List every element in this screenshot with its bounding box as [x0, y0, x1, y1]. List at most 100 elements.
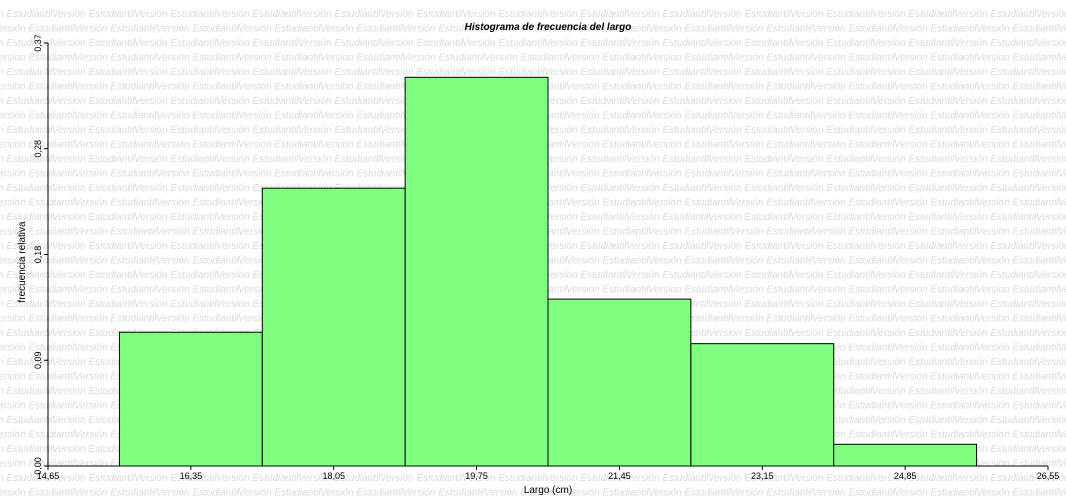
watermark-text: Versión Estudiantil [648, 285, 731, 296]
watermark-text: Versión Estudiantil [216, 96, 299, 107]
watermark-text: Versión Estudiantil [320, 488, 403, 499]
watermark-text: Versión Estudiantil [156, 227, 239, 238]
watermark-text: Versión Estudiantil [976, 459, 1059, 470]
watermark-text: Versión Estudiantil [626, 96, 709, 107]
watermark-text: Versión Estudiantil [708, 154, 791, 165]
watermark-text: Versión Estudiantil [74, 488, 157, 499]
watermark-text: Versión Estudiantil [954, 415, 1037, 426]
watermark-text: Versión Estudiantil [894, 372, 977, 383]
watermark-text: Versión Estudiantil [812, 140, 895, 151]
watermark-text: Versión Estudiantil [1058, 24, 1066, 35]
watermark-text: Versión Estudiantil [812, 488, 895, 499]
watermark-text: Versión Estudiantil [0, 154, 53, 165]
watermark-text: Versión Estudiantil [0, 357, 53, 368]
watermark-text: Versión Estudiantil [320, 82, 403, 93]
watermark-text: Versión Estudiantil [954, 212, 1037, 223]
watermark-text: Versión Estudiantil [626, 67, 709, 78]
watermark-text: Versión Estudiantil [626, 125, 709, 136]
watermark-text: Versión Estudiantil [566, 82, 649, 93]
watermark-text: Versión Estudiantil [566, 227, 649, 238]
watermark-text: Versión Estudiantil [812, 24, 895, 35]
watermark-text: Versión Estudiantil [0, 328, 53, 339]
watermark-text: Versión Estudiantil [894, 53, 977, 64]
watermark-text: Versión Estudiantil [954, 125, 1037, 136]
watermark-text: Versión Estudiantil [544, 270, 627, 281]
watermark-text: Versión Estudiantil [0, 386, 53, 397]
watermark-text: Versión Estudiantil [1036, 328, 1066, 339]
watermark-text: Versión Estudiantil [156, 82, 239, 93]
watermark-text: Versión Estudiantil [790, 183, 873, 194]
watermark-text: Versión Estudiantil [566, 285, 649, 296]
watermark-text: Versión Estudiantil [626, 183, 709, 194]
watermark-text: Versión Estudiantil [872, 415, 955, 426]
watermark-text: Versión Estudiantil [812, 53, 895, 64]
watermark-text: Versión Estudiantil [872, 154, 955, 165]
watermark-text: Versión Estudiantil [566, 140, 649, 151]
watermark-text: Versión Estudiantil [216, 67, 299, 78]
watermark-text: Versión Estudiantil [216, 154, 299, 165]
watermark-text: Versión Estudiantil [74, 314, 157, 325]
watermark-text: Versión Estudiantil [1058, 198, 1066, 209]
watermark-text: Versión Estudiantil [812, 314, 895, 325]
watermark-text: Versión Estudiantil [976, 111, 1059, 122]
watermark-text: Versión Estudiantil [954, 386, 1037, 397]
watermark-text: Versión Estudiantil [74, 82, 157, 93]
watermark-text: Versión Estudiantil [544, 96, 627, 107]
watermark-text: Versión Estudiantil [730, 256, 813, 267]
watermark-text: Versión Estudiantil [790, 241, 873, 252]
watermark-text: Versión Estudiantil [1058, 430, 1066, 441]
watermark-text: Versión Estudiantil [790, 154, 873, 165]
watermark-text: Versión Estudiantil [730, 82, 813, 93]
watermark-text: Versión Estudiantil [708, 270, 791, 281]
plot-area: 14,65 16,35 18,05 19,75 21,45 23,15 24,85 26,55… [33, 34, 1059, 481]
watermark-text: Versión Estudiantil [1036, 212, 1066, 223]
watermark-text: Versión Estudiantil [1036, 444, 1066, 455]
watermark-text: Versión Estudiantil [566, 198, 649, 209]
watermark-text: Versión Estudiantil [730, 53, 813, 64]
watermark-text: Versión Estudiantil [648, 111, 731, 122]
watermark-text: Versión Estudiantil [894, 198, 977, 209]
watermark-text: Versión Estudiantil [52, 67, 135, 78]
watermark-text: Versión Estudiantil [134, 183, 217, 194]
watermark-text: Versión Estudiantil [134, 154, 217, 165]
watermark-text: Versión Estudiantil [462, 9, 545, 20]
watermark-text: Versión Estudiantil [1058, 53, 1066, 64]
watermark-text: Versión Estudiantil [544, 38, 627, 49]
watermark-text: Versión Estudiantil [216, 270, 299, 281]
watermark-text: Versión Estudiantil [894, 140, 977, 151]
watermark-text: Versión Estudiantil [708, 183, 791, 194]
histogram-bar [118, 331, 263, 467]
watermark-text: Versión Estudiantil [872, 183, 955, 194]
watermark-text: Versión Estudiantil [894, 111, 977, 122]
watermark-text: Versión Estudiantil [52, 270, 135, 281]
watermark-text: Versión Estudiantil [894, 256, 977, 267]
watermark-text: Versión Estudiantil [1058, 343, 1066, 354]
watermark-text: Versión Estudiantil [74, 198, 157, 209]
watermark-text: Versión Estudiantil [976, 256, 1059, 267]
watermark-text: Versión Estudiantil [872, 386, 955, 397]
watermark-text: Versión Estudiantil [544, 154, 627, 165]
watermark-text: Versión Estudiantil [0, 24, 75, 35]
watermark-text: Versión Estudiantil [708, 67, 791, 78]
watermark-text: Versión Estudiantil [708, 328, 791, 339]
watermark-text: Versión Estudiantil [954, 328, 1037, 339]
watermark-text: Versión Estudiantil [1058, 488, 1066, 499]
watermark-text: Versión Estudiantil [156, 256, 239, 267]
watermark-text: Versión Estudiantil [954, 473, 1037, 484]
watermark-text: Versión Estudiantil [1058, 285, 1066, 296]
watermark-text: Versión Estudiantil [134, 270, 217, 281]
watermark-text: Versión Estudiantil [730, 198, 813, 209]
watermark-text: Versión Estudiantil [648, 82, 731, 93]
watermark-text: Versión Estudiantil [134, 241, 217, 252]
watermark-text: Versión Estudiantil [52, 38, 135, 49]
watermark-text: Versión Estudiantil [626, 473, 709, 484]
watermark-text: Versión Estudiantil [134, 125, 217, 136]
watermark-text: Versión Estudiantil [134, 473, 217, 484]
watermark-text: Versión Estudiantil [52, 328, 135, 339]
watermark-text: Versión Estudiantil [976, 488, 1059, 499]
watermark-text: Versión Estudiantil [954, 299, 1037, 310]
watermark-text: Versión Estudiantil [894, 285, 977, 296]
watermark-text: Versión Estudiantil [0, 256, 75, 267]
watermark-text: Versión Estudiantil [566, 256, 649, 267]
